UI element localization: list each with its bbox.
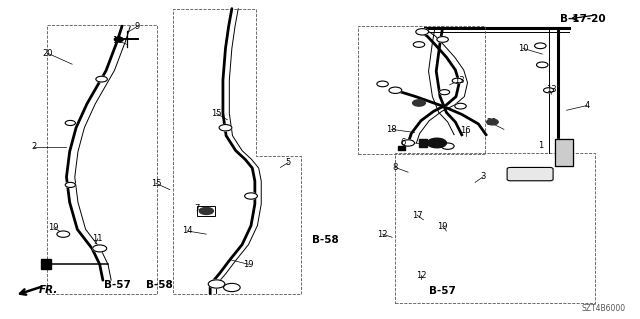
Text: 16: 16 — [460, 126, 471, 135]
Text: 15: 15 — [211, 109, 222, 118]
Circle shape — [486, 119, 498, 125]
Circle shape — [199, 207, 213, 214]
Text: 11: 11 — [93, 234, 103, 243]
Circle shape — [208, 280, 225, 288]
Text: 19: 19 — [243, 260, 253, 269]
Bar — [197, 206, 215, 216]
Text: 4: 4 — [584, 101, 589, 110]
Text: 19: 19 — [437, 222, 448, 231]
Circle shape — [402, 140, 415, 146]
Text: 9: 9 — [134, 22, 140, 31]
Text: 7: 7 — [195, 204, 200, 213]
Text: 20: 20 — [42, 48, 52, 58]
Circle shape — [534, 43, 546, 49]
Circle shape — [440, 90, 450, 95]
Text: 15: 15 — [150, 179, 161, 188]
Circle shape — [377, 81, 388, 87]
Circle shape — [455, 103, 467, 109]
Text: 19: 19 — [49, 223, 59, 232]
Text: SZT4B6000: SZT4B6000 — [581, 304, 625, 313]
Text: 14: 14 — [182, 226, 193, 235]
Circle shape — [389, 87, 402, 93]
Circle shape — [65, 121, 76, 125]
Text: 2: 2 — [31, 142, 36, 151]
FancyBboxPatch shape — [507, 167, 553, 181]
Text: 12: 12 — [415, 271, 426, 280]
Text: 13: 13 — [454, 76, 465, 85]
Circle shape — [96, 76, 108, 82]
Text: 18: 18 — [386, 125, 397, 134]
Circle shape — [244, 193, 257, 199]
Text: FR.: FR. — [39, 285, 58, 295]
Circle shape — [57, 231, 70, 237]
Bar — [398, 146, 405, 150]
Circle shape — [428, 138, 447, 148]
Circle shape — [93, 245, 107, 252]
Text: 10: 10 — [518, 44, 529, 53]
Text: B-57: B-57 — [429, 286, 456, 296]
Text: 17: 17 — [412, 211, 422, 219]
Bar — [555, 139, 573, 167]
Circle shape — [413, 100, 426, 106]
Text: 6: 6 — [401, 137, 406, 146]
Bar — [419, 138, 428, 147]
Text: B-57: B-57 — [104, 280, 131, 290]
Circle shape — [65, 182, 76, 188]
Text: 13: 13 — [547, 85, 557, 94]
Circle shape — [115, 37, 124, 42]
Text: 11: 11 — [112, 36, 123, 45]
Text: 8: 8 — [393, 163, 398, 172]
Text: 5: 5 — [285, 158, 291, 167]
Circle shape — [543, 88, 554, 93]
Text: B-58: B-58 — [312, 235, 339, 246]
Text: B-58: B-58 — [146, 280, 172, 290]
Circle shape — [416, 29, 429, 35]
Bar — [555, 139, 573, 167]
Text: 3: 3 — [480, 173, 486, 182]
Circle shape — [223, 283, 240, 292]
Circle shape — [452, 78, 463, 83]
Circle shape — [536, 62, 548, 68]
Bar — [41, 259, 51, 269]
Circle shape — [442, 143, 454, 149]
Circle shape — [437, 37, 449, 42]
Text: B-17-20: B-17-20 — [561, 14, 606, 24]
Circle shape — [413, 42, 425, 48]
Circle shape — [219, 124, 232, 131]
Text: 20: 20 — [486, 118, 497, 128]
Text: 1: 1 — [538, 141, 543, 150]
Text: 12: 12 — [378, 230, 388, 239]
